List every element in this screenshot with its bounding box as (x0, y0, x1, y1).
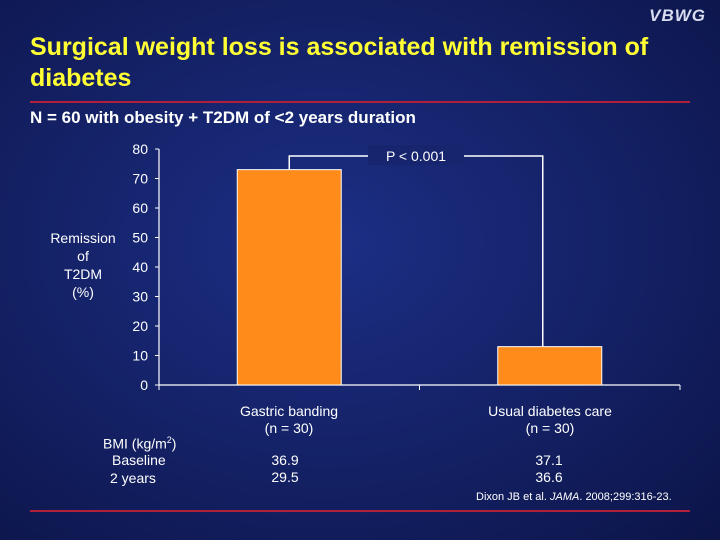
bmi-header-sup: 2 (166, 435, 172, 445)
bar (497, 346, 603, 386)
bmi-value: 37.1 (535, 452, 563, 468)
y-axis-label-line: of (77, 248, 89, 264)
y-axis-label: Remission of T2DM (%) (40, 229, 126, 301)
y-axis-label-line: (%) (72, 284, 94, 300)
y-tick-label: 80 (132, 141, 148, 157)
bmi-values-usual: 37.1 36.6 (489, 452, 609, 486)
citation-journal: JAMA (549, 491, 580, 503)
category-label-gastric: Gastric banding (n = 30) (169, 403, 409, 437)
y-axis-label-line: T2DM (63, 266, 103, 282)
y-tick-label: 10 (132, 348, 148, 364)
y-tick-label: 40 (132, 259, 148, 275)
bmi-row-label-2years: 2 years (110, 470, 156, 486)
bmi-row-label-baseline: Baseline (112, 452, 166, 468)
citation-rest: . 2008;299:316-23. (579, 491, 672, 503)
footer-divider (30, 510, 690, 512)
y-tick-label: 70 (132, 171, 148, 187)
p-value-annotation: P < 0.001 (386, 148, 446, 164)
category-name: Usual diabetes care (488, 403, 612, 419)
bmi-header: BMI (kg/m2) (103, 432, 176, 453)
category-note: (n = 30) (525, 420, 575, 436)
y-tick-label: 20 (132, 318, 148, 334)
y-tick-label: 50 (132, 230, 148, 246)
slide-title: Surgical weight loss is associated with … (30, 33, 649, 92)
category-note: (n = 30) (264, 420, 314, 436)
bmi-value: 36.6 (535, 469, 563, 485)
bmi-value: 29.5 (271, 469, 299, 485)
y-tick-label: 60 (132, 200, 148, 216)
annotation-background (368, 145, 464, 165)
bmi-values-gastric: 36.9 29.5 (225, 452, 345, 486)
bmi-value: 36.9 (271, 452, 299, 468)
title-divider (30, 101, 690, 103)
y-tick-label: 0 (140, 377, 148, 393)
citation: Dixon JB et al. JAMA. 2008;299:316-23. (476, 491, 672, 503)
bar (236, 169, 342, 386)
category-label-usual: Usual diabetes care (n = 30) (430, 403, 670, 437)
bmi-header-end: ) (171, 435, 177, 452)
brand-logo: VBWG (649, 6, 706, 25)
y-axis-label-line: Remission (50, 230, 116, 246)
citation-authors: Dixon JB et al. (476, 491, 550, 503)
bmi-header-text: BMI (kg/m (103, 435, 167, 452)
y-tick-label: 30 (132, 289, 148, 305)
category-name: Gastric banding (239, 403, 339, 419)
slide-subtitle: N = 60 with obesity + T2DM of <2 years d… (30, 108, 416, 127)
